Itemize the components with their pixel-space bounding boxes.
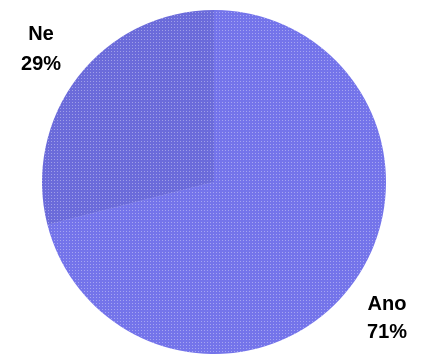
slice-label-ano: Ano bbox=[368, 293, 407, 315]
pie-labels: Ano 71% Ne 29% bbox=[21, 23, 407, 343]
pie-slices bbox=[42, 10, 387, 354]
slice-value-ne: 29% bbox=[21, 53, 61, 75]
slice-label-ne: Ne bbox=[28, 23, 54, 45]
pie-slice-texture-ne bbox=[42, 10, 214, 225]
pie-slice-texture-ano bbox=[47, 10, 387, 354]
slice-value-ano: 71% bbox=[367, 321, 407, 343]
